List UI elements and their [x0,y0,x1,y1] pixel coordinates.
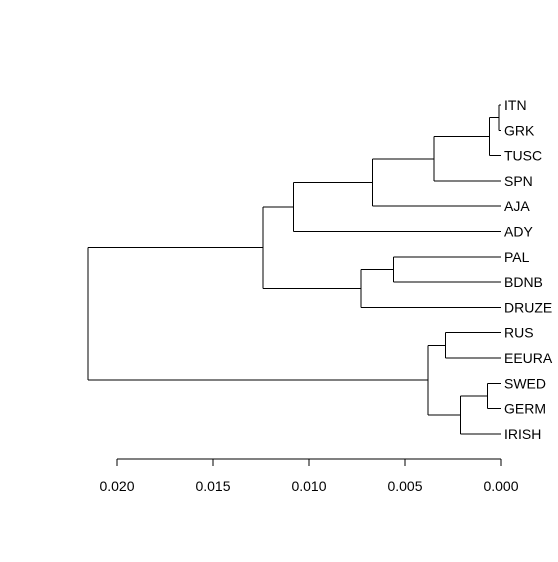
axis-tick-label-0: 0.020 [99,478,134,494]
leaf-label-ady: ADY [504,224,533,240]
leaf-label-irish: IRISH [504,426,541,442]
leaf-label-eeura: EEURA [504,350,553,366]
leaf-label-grk: GRK [504,122,535,138]
axis-tick-label-3: 0.005 [387,478,422,494]
leaf-label-spn: SPN [504,173,533,189]
height-axis: 0.020 0.015 0.010 0.005 0.000 [99,458,519,494]
leaf-labels: ITN GRK TUSC SPN AJA ADY PAL BDNB DRUZE RUS EEURA S… [504,97,553,442]
leaf-label-bdnb: BDNB [504,274,543,290]
axis-tick-label-2: 0.010 [291,478,326,494]
axis-tick-label-4: 0.000 [483,478,518,494]
axis-ticks: 0.020 0.015 0.010 0.005 0.000 [99,459,519,494]
leaf-label-druze: DRUZE [504,299,552,315]
leaf-label-swed: SWED [504,375,546,391]
leaf-label-rus: RUS [504,325,534,341]
leaf-label-aja: AJA [504,198,530,214]
leaf-label-tusc: TUSC [504,148,542,164]
leaf-label-itn: ITN [504,97,527,113]
axis-tick-label-1: 0.015 [195,478,230,494]
dendrogram-branches [87,104,501,435]
leaf-label-pal: PAL [504,249,530,265]
leaf-label-germ: GERM [504,401,546,417]
